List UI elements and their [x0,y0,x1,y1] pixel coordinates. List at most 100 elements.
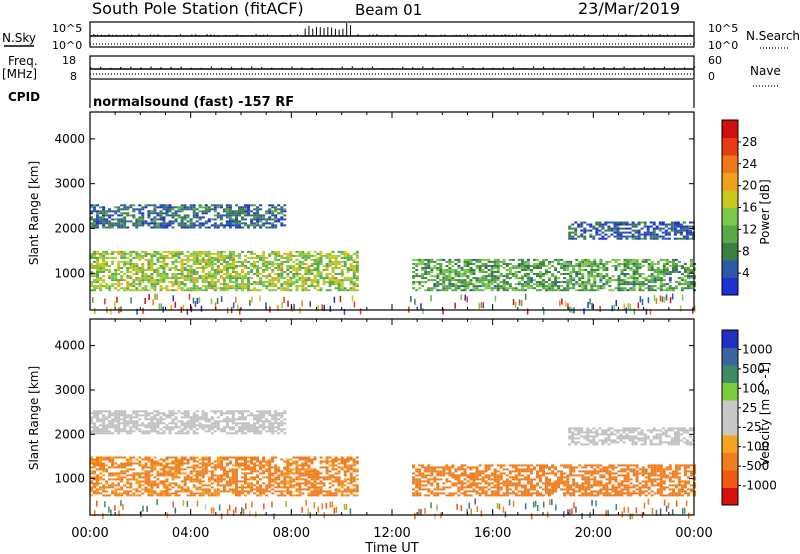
echo-cell [262,224,266,227]
echo-cell [265,412,269,415]
echo-cell [123,208,127,211]
echo-cell [343,256,347,259]
echo-cell [183,476,187,479]
echo-cell [147,422,151,425]
echo-cell [673,231,677,234]
echo-cell [244,206,247,209]
echo-cell [162,414,166,417]
echo-cell [117,206,121,209]
echo-cell [225,484,229,487]
echo-cell [604,223,608,226]
echo-cell [147,275,151,278]
echo-cell [156,484,160,487]
echo-cell [105,220,109,223]
echo-cell [355,260,359,263]
echo-cell [225,422,229,425]
echo-cell [259,412,263,415]
echo-cell [460,283,464,286]
echo-cell [144,204,148,207]
echo-cell [247,466,250,469]
echo-cell [153,424,157,427]
echo-cell [623,265,627,267]
echo-cell [286,472,290,475]
echo-cell [123,252,127,255]
echo-cell [123,490,127,493]
echo-cell [102,428,106,431]
echo-cell [605,267,609,269]
echo-cell [120,472,124,475]
echo-cell [442,289,446,292]
echo-cell [679,223,683,226]
echo-cell [262,490,266,493]
echo-cell [430,279,434,282]
echo-cell [339,296,342,302]
echo-cell [424,277,428,280]
echo-cell [213,214,217,217]
echo-cell [502,263,506,265]
echo-cell [111,424,115,427]
echo-cell [195,289,199,292]
echo-cell [334,460,338,463]
echo-cell [637,223,641,226]
echo-cell [635,271,639,273]
echo-cell [162,468,166,471]
echo-cell [168,474,172,477]
echo-cell [174,258,178,261]
echo-cell [198,474,202,477]
echo-cell [105,494,109,497]
echo-cell [114,412,118,415]
echo-cell [186,206,190,209]
echo-cell [563,269,567,271]
echo-cell [679,229,683,232]
echo-cell [105,250,109,253]
echo-cell [165,472,169,475]
echo-cell [619,235,623,238]
echo-cell [162,212,166,215]
echo-cell [574,227,578,230]
echo-cell [674,263,678,265]
echo-cell [310,269,314,271]
echo-cell [247,410,250,413]
echo-cell [466,275,470,278]
echo-cell [289,258,293,261]
echo-cell [241,287,244,290]
echo-cell [90,466,93,469]
echo-cell [120,224,124,227]
echo-cell [337,480,341,483]
echo-cell [283,204,287,207]
echo-cell [120,250,124,253]
echo-cell [412,287,416,290]
echo-cell [343,494,347,497]
echo-cell [454,285,458,288]
echo-cell [235,267,238,269]
echo-cell [99,486,103,489]
echo-cell [268,424,272,427]
echo-cell [138,208,142,211]
echo-cell [102,478,106,481]
echo-cell [543,308,545,315]
echo-cell [328,279,332,282]
echo-cell [563,267,567,269]
echo-cell [349,267,353,269]
echo-cell [183,482,187,485]
echo-cell [577,235,581,238]
echo-cell [180,464,184,467]
echo-cell [186,424,190,427]
echo-cell [301,267,305,269]
echo-cell [463,275,467,278]
echo-cell [150,256,154,259]
echo-cell [186,488,190,491]
echo-cell [228,488,232,491]
echo-cell [174,269,178,271]
echo-cell [274,273,278,275]
echo-cell [629,303,632,310]
echo-cell [165,206,169,209]
echo-cell [174,416,178,419]
echo-cell [183,422,187,425]
echo-cell [201,260,205,263]
echo-cell [111,418,115,421]
echo-cell [274,277,278,280]
echo-cell [349,269,353,271]
echo-cell [683,283,687,286]
echo-cell [310,492,314,495]
